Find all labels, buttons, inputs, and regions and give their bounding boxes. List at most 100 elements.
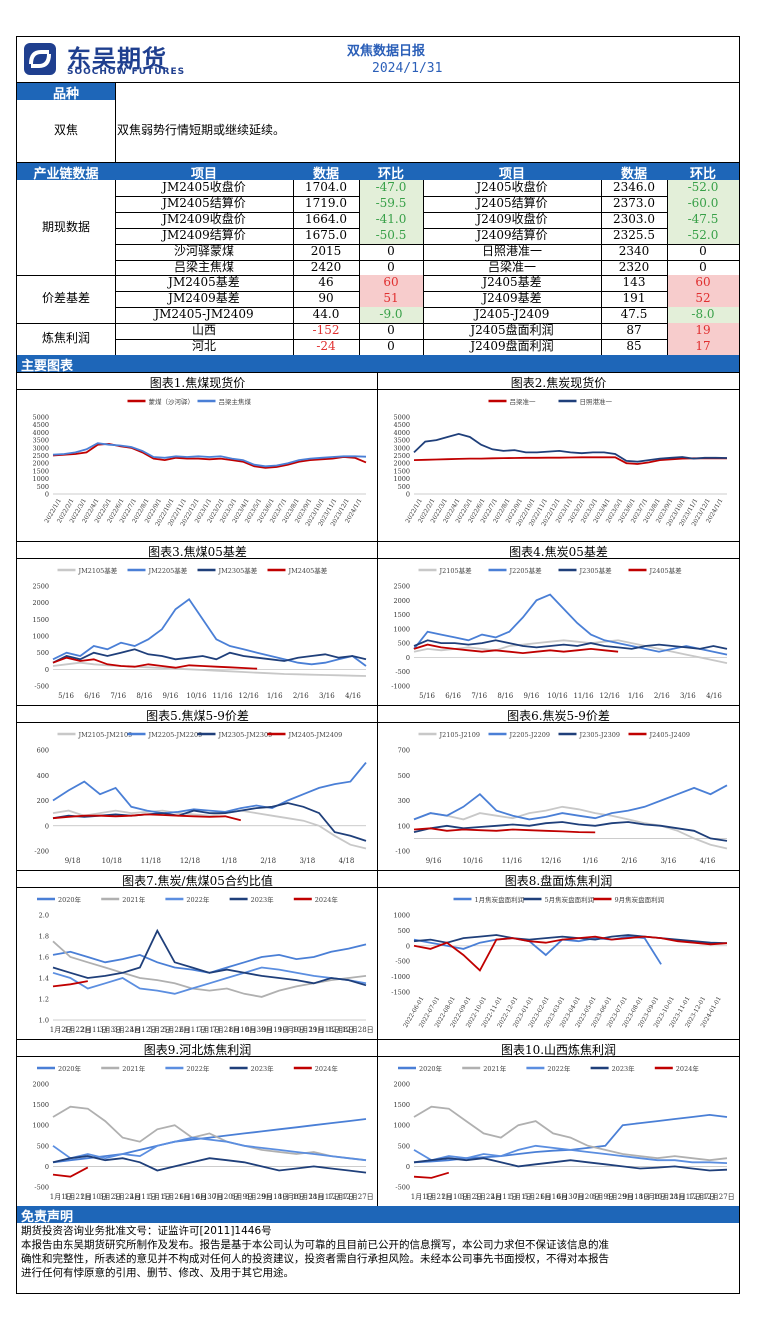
legend-label: JM2205基差	[148, 566, 188, 575]
col-change-right: 环比	[689, 167, 716, 182]
x-tick-label: 4月12日	[130, 1026, 157, 1034]
chain-cell-r-item: 吕梁准一	[487, 259, 536, 274]
x-tick-label: 7/16	[471, 692, 487, 700]
y-tick-label: 1500	[32, 1101, 49, 1109]
x-tick-label: 7月1日	[198, 1026, 221, 1034]
x-tick-label: 1/16	[628, 692, 644, 700]
legend-label: 2024年	[315, 895, 339, 904]
chart-panel: 图表1.焦煤现货价 蒙煤（沙河驿） 吕梁主焦煤 5000 4500 4000 3500 300…	[17, 372, 378, 541]
series-line	[413, 639, 728, 650]
chart-panel: 图表5.焦煤5-9价差 JM2105-JM2109 JM2205-JM2209 JM2…	[17, 705, 378, 870]
chain-cell-r-chg: -60.0	[667, 195, 739, 212]
x-tick-label: 9/16	[426, 857, 442, 865]
chart-svg: J2105基差 J2205基差 J2305基差 J2405基差 2500 2000 1500…	[391, 566, 728, 700]
y-tick-label: 0	[406, 491, 410, 499]
y-tick-label: 4000	[393, 429, 410, 437]
y-tick-label: 400	[37, 772, 49, 780]
chain-cell-l-item: JM2405-JM2409	[154, 307, 254, 322]
x-tick-label: 8月29日	[606, 1193, 633, 1201]
chain-cell-l-val: 1719.0	[305, 195, 347, 210]
chain-cell-r-chg: 19	[667, 323, 739, 339]
col-divider	[423, 180, 424, 355]
chart-svg: 1月焦炭盘面利润 5月焦炭盘面利润 9月焦炭盘面利润 1000 500 0 -500 -100…	[391, 895, 728, 1029]
row-divider	[115, 307, 739, 309]
chart-title: 图表5.焦煤5-9价差	[146, 709, 249, 723]
y-tick-label: 700	[398, 747, 410, 755]
y-tick-label: 500	[398, 772, 410, 780]
legend-label: 2020年	[58, 895, 82, 904]
variety-comment: 双焦弱势行情短期或继续延续。	[117, 123, 286, 137]
disclaimer-line-1: 期货投资咨询业务批准文号：证监许可[2011]1446号	[21, 1225, 272, 1237]
col-divider	[667, 180, 668, 355]
y-tick-label: 1500	[393, 1101, 410, 1109]
chain-cell-r-val: 47.5	[620, 307, 648, 322]
y-tick-label: 1000	[393, 912, 410, 920]
legend-label: 2023年	[251, 1064, 275, 1073]
y-tick-label: 500	[37, 1142, 49, 1150]
y-tick-label: 2500	[32, 452, 49, 460]
chart-title-divider	[17, 887, 378, 888]
chart-panel: 图表8.盘面炼焦利润 1月焦炭盘面利润 5月焦炭盘面利润 9月焦炭盘面利润 1000 50…	[378, 870, 739, 1039]
y-tick-label: 5000	[32, 414, 49, 422]
chain-cell-l-item: JM2405结算价	[162, 195, 246, 210]
x-tick-label: 9月18日	[623, 1193, 650, 1201]
x-tick-label: 12月8日	[328, 1026, 355, 1034]
chart-title-divider	[378, 722, 739, 723]
x-tick-label: 4月11日	[130, 1193, 157, 1201]
chain-cell-l-val: -152	[312, 323, 340, 338]
x-tick-label: 3月22日	[113, 1193, 140, 1201]
report-header: 东吴期货 SOOCHOW FUTURES 双焦数据日报 2024/1/31	[17, 37, 739, 83]
legend-label: 蒙煤（沙河驿）	[149, 397, 195, 406]
chain-cell-l-val: 2420	[310, 259, 342, 274]
chart-svg: JM2105基差 JM2205基差 JM2305基差 JM2405基差 2500 2000…	[32, 566, 367, 700]
chart-title: 图表10.山西炼焦利润	[500, 1043, 617, 1057]
report-title: 双焦数据日报	[347, 44, 426, 59]
x-tick-label: 8月30日	[245, 1026, 272, 1034]
legend-label: 2021年	[122, 895, 146, 904]
x-tick-label: 11月17日	[309, 1193, 341, 1201]
chart-title-divider	[378, 1056, 739, 1057]
series-line	[52, 966, 367, 995]
chain-cell-l-chg: -50.5	[359, 227, 423, 244]
y-tick-label: 1.8	[39, 933, 49, 941]
x-tick-label: 10/16	[186, 692, 207, 700]
charts-section-header: 主要图表	[17, 355, 739, 374]
disclaimer-line-2: 本报告由东吴期货研究所制作及发布。报告是基于本公司认为可靠的且目前已公开的信息撰…	[21, 1239, 609, 1251]
y-tick-label: 300	[398, 797, 410, 805]
y-tick-label: 4500	[32, 421, 49, 429]
chain-cell-l-val: 1675.0	[305, 227, 347, 242]
x-tick-label: 4月11日	[491, 1193, 518, 1201]
divider	[115, 83, 116, 163]
series-line	[413, 1113, 728, 1164]
x-tick-label: 6月10日	[540, 1193, 567, 1201]
row-divider	[115, 227, 739, 229]
x-tick-label: 8月9日	[231, 1193, 254, 1201]
x-tick-label: 8月9日	[592, 1193, 615, 1201]
y-tick-label: 2000	[393, 460, 410, 468]
x-tick-label: 5月1日	[510, 1193, 533, 1201]
x-tick-label: 9/18	[65, 857, 81, 865]
x-tick-label: 1月21日	[64, 1193, 91, 1201]
legend-label: 2021年	[122, 1064, 146, 1073]
chain-cell-r-val: 191	[622, 291, 646, 306]
chain-cell-r-val: 2320	[618, 259, 650, 274]
x-tick-label: 1月2日	[50, 1026, 73, 1034]
x-tick-label: 11/16	[212, 692, 233, 700]
series-line	[52, 1105, 367, 1162]
chain-cell-r-item: J2409结算价	[476, 227, 548, 242]
chain-cell-r-val: 143	[622, 275, 646, 290]
legend-label: J2105基差	[439, 566, 473, 575]
chart-panel: 图表3.焦煤05基差 JM2105基差 JM2205基差 JM2305基差 JM2405…	[17, 541, 378, 705]
group-divider	[17, 275, 115, 277]
chart-title: 图表1.焦煤现货价	[149, 376, 246, 390]
x-tick-label: 8/16	[497, 692, 513, 700]
legend-label: 2024年	[315, 1064, 339, 1073]
legend-label: JM2405-JM2409	[288, 731, 343, 739]
chain-cell-l-item: 河北	[191, 339, 216, 353]
series-line	[52, 1136, 367, 1162]
chart-title: 图表2.焦炭现货价	[510, 376, 607, 390]
series-line	[413, 805, 728, 850]
series-line	[52, 1155, 367, 1174]
y-tick-label: 1.6	[39, 954, 49, 962]
logo-chinese: 东吴期货	[67, 45, 167, 73]
